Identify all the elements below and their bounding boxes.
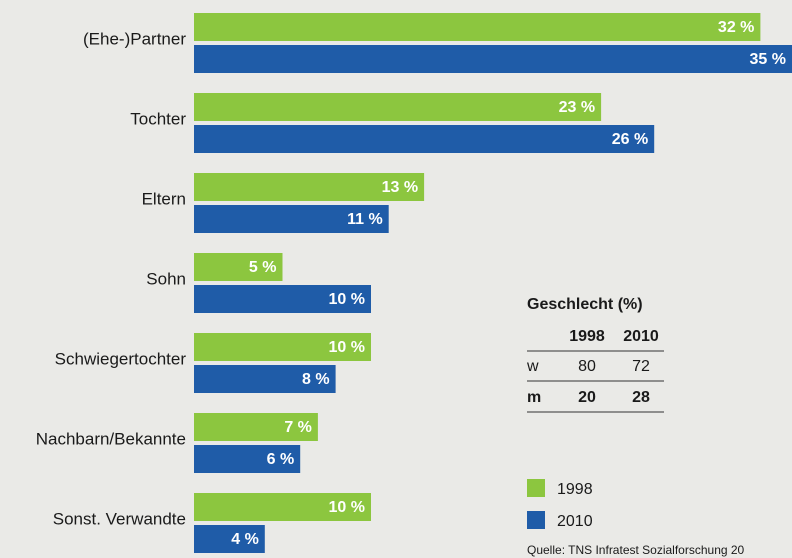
category-label: Eltern [142,189,186,208]
category-label: Schwiegertochter [55,349,187,368]
bar [194,365,336,393]
value-label: 13 % [382,179,418,196]
table-cell: 72 [632,358,650,375]
bar [194,173,425,201]
legend-swatch [527,511,545,529]
legend-swatch [527,479,545,497]
table-header: 1998 [569,328,605,345]
bar [194,285,371,313]
value-label: 4 % [231,531,259,548]
bar [194,445,301,473]
category-label: Sonst. Verwandte [53,509,186,528]
bar [194,205,389,233]
bar [194,93,602,121]
value-label: 26 % [612,131,648,148]
table-header: 2010 [623,328,659,345]
value-label: 6 % [267,451,295,468]
legend-label: 1998 [557,481,593,498]
category-label: (Ehe-)Partner [83,29,186,48]
value-label: 23 % [559,99,595,116]
value-label: 11 % [347,211,383,228]
category-label: Sohn [146,269,186,288]
bar [194,253,283,281]
value-label: 7 % [284,419,312,436]
category-label: Nachbarn/Bekannte [36,429,186,448]
bar [194,125,655,153]
table-cell: m [527,389,541,406]
value-label: 8 % [302,371,330,388]
bar [194,413,318,441]
bar [194,333,371,361]
value-label: 35 % [750,51,786,68]
bar [194,13,761,41]
legend-label: 2010 [557,513,593,530]
table-title: Geschlecht (%) [527,296,643,313]
category-label: Tochter [130,109,186,128]
value-label: 5 % [249,259,277,276]
value-label: 10 % [329,499,365,516]
table-cell: w [526,358,539,375]
value-label: 10 % [329,339,365,356]
value-label: 10 % [329,291,365,308]
bar [194,525,265,553]
bar [194,493,371,521]
table-cell: 80 [578,358,596,375]
bar [194,45,792,73]
table-cell: 28 [632,389,650,406]
source: Quelle: TNS Infratest Sozialforschung 20 [527,543,745,557]
table-cell: 20 [578,389,596,406]
value-label: 32 % [718,19,754,36]
